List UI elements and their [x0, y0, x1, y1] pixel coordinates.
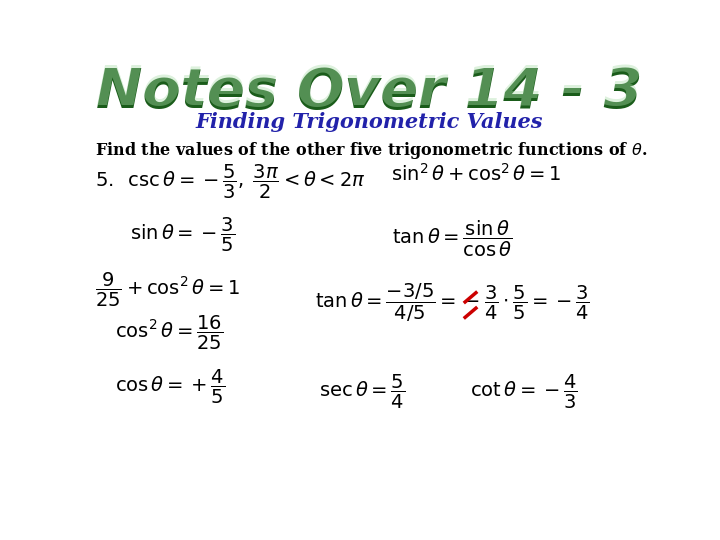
Text: $\sin\theta = -\dfrac{3}{5}$: $\sin\theta = -\dfrac{3}{5}$ — [130, 215, 235, 254]
Text: Notes Over 14 - 3: Notes Over 14 - 3 — [96, 63, 642, 117]
Text: Find the values of the other five trigonometric functions of $\theta$.: Find the values of the other five trigon… — [94, 140, 647, 161]
Text: $\cot\theta = -\dfrac{4}{3}$: $\cot\theta = -\dfrac{4}{3}$ — [469, 373, 577, 411]
Text: $\cos\theta = +\dfrac{4}{5}$: $\cos\theta = +\dfrac{4}{5}$ — [114, 368, 225, 406]
Text: $\sin^2\theta + \cos^2\theta = 1$: $\sin^2\theta + \cos^2\theta = 1$ — [391, 164, 561, 185]
Text: $\tan\theta = \dfrac{\sin\theta}{\cos\theta}$: $\tan\theta = \dfrac{\sin\theta}{\cos\th… — [392, 219, 513, 259]
Text: $\sec\theta = \dfrac{5}{4}$: $\sec\theta = \dfrac{5}{4}$ — [319, 373, 405, 411]
Text: Notes Over 14 - 3: Notes Over 14 - 3 — [96, 65, 642, 119]
Text: $\tan\theta = \dfrac{-3/5}{4/5} = -\dfrac{3}{4}\cdot\dfrac{5}{5} = -\dfrac{3}{4}: $\tan\theta = \dfrac{-3/5}{4/5} = -\dfra… — [315, 282, 590, 324]
Text: $5.\;\;\csc\theta = -\dfrac{5}{3},\;\dfrac{3\pi}{2} < \theta < 2\pi$: $5.\;\;\csc\theta = -\dfrac{5}{3},\;\dfr… — [94, 164, 365, 201]
Text: $\cos^2\theta = \dfrac{16}{25}$: $\cos^2\theta = \dfrac{16}{25}$ — [114, 314, 223, 353]
Text: Finding Trigonometric Values: Finding Trigonometric Values — [195, 112, 543, 132]
Text: $\dfrac{9}{25} + \cos^2\theta = 1$: $\dfrac{9}{25} + \cos^2\theta = 1$ — [94, 271, 240, 309]
